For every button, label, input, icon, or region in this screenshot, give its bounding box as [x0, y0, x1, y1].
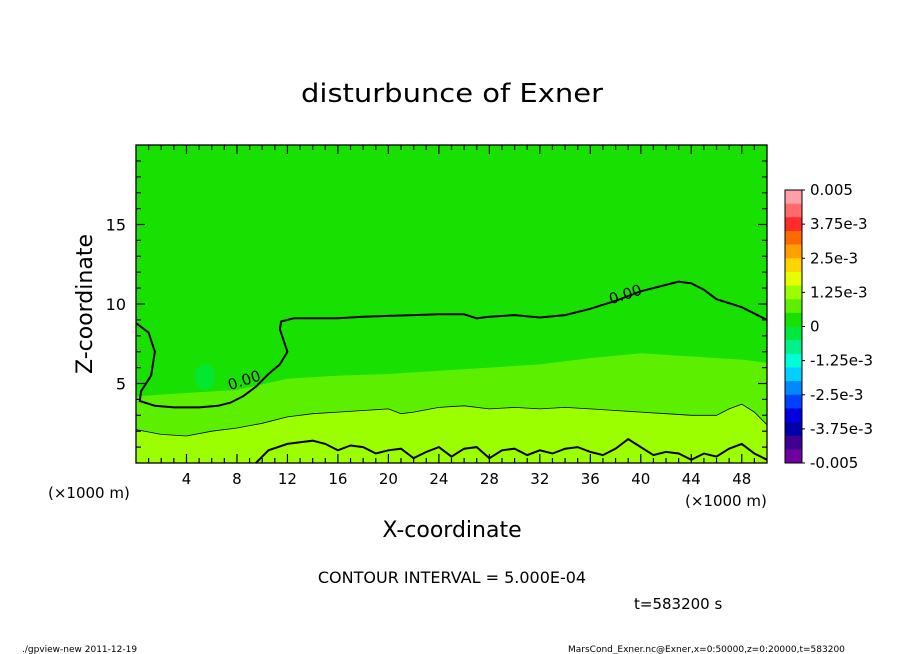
x-tick-label: 36 — [581, 470, 600, 488]
thin-contour-line — [135, 403, 768, 437]
x-axis-label: X-coordinate — [382, 518, 521, 543]
colorbar-label: 3.75e-3 — [810, 215, 868, 233]
colorbar-swatch — [785, 449, 802, 464]
footer-right: MarsCond_Exner.nc@Exner,x=0:50000,z=0:20… — [568, 645, 845, 654]
colorbar-label: -1.25e-3 — [810, 352, 873, 370]
colorbar-swatch — [785, 258, 802, 273]
colorbar-swatch — [785, 285, 802, 300]
x-tick-label: 40 — [631, 470, 650, 488]
contour-interval: CONTOUR INTERVAL = 5.000E-04 — [318, 568, 586, 587]
colorbar-swatch — [785, 217, 802, 232]
y-tick-label: 15 — [106, 216, 126, 235]
colorbar-swatch — [785, 190, 802, 204]
colorbar-swatch — [785, 230, 802, 245]
y-axis-label: Z-coordinate — [73, 234, 98, 374]
zero-contour-upper — [135, 280, 768, 409]
colorbar-swatch — [785, 203, 802, 218]
colorbar-label: 0 — [810, 318, 820, 336]
colorbar-label: -2.5e-3 — [810, 386, 863, 404]
x-unit-left: (×1000 m) — [48, 484, 130, 502]
field-blob — [195, 364, 215, 390]
x-tick-label: 4 — [182, 470, 192, 488]
colorbar-swatch — [785, 353, 802, 368]
colorbar-swatch — [785, 408, 802, 423]
x-tick-label: 44 — [682, 470, 701, 488]
x-unit-right: (×1000 m) — [685, 492, 767, 510]
colorbar: 0.005 3.75e-3 2.5e-3 1.25e-3 0 -1.25e-3 -2.5e-… — [784, 181, 873, 472]
x-tick-label: 16 — [328, 470, 347, 488]
plot-area: 0.000.00 — [135, 144, 768, 464]
x-tick-label: 48 — [732, 470, 751, 488]
colorbar-swatch — [785, 367, 802, 382]
x-tick-label: 12 — [278, 470, 297, 488]
chart-title: disturbunce of Exner — [301, 79, 603, 109]
colorbar-label: 1.25e-3 — [810, 283, 868, 301]
colorbar-swatch — [785, 326, 802, 341]
colorbar-swatch — [785, 394, 802, 409]
footer-left: ./gpview-new 2011-12-19 — [22, 645, 137, 654]
field-bottom — [136, 404, 767, 463]
zero-contour-lower — [255, 437, 768, 464]
colorbar-label: -3.75e-3 — [810, 420, 873, 438]
x-tick-label: 8 — [232, 470, 242, 488]
colorbar-swatch — [785, 271, 802, 286]
time-label: t=583200 s — [634, 595, 722, 613]
colorbar-swatch — [785, 435, 802, 450]
colorbar-label: 2.5e-3 — [810, 249, 858, 267]
colorbar-label: -0.005 — [810, 454, 858, 472]
colorbar-swatch — [785, 244, 802, 259]
colorbar-swatch — [785, 340, 802, 355]
x-tick-label: 28 — [480, 470, 499, 488]
colorbar-swatch — [785, 299, 802, 314]
y-tick-label: 5 — [116, 375, 126, 394]
colorbar-swatch — [785, 312, 802, 327]
colorbar-swatch — [785, 381, 802, 396]
x-tick-label: 24 — [429, 470, 448, 488]
x-tick-label: 32 — [530, 470, 549, 488]
colorbar-label: 0.005 — [810, 181, 853, 199]
y-tick-label: 10 — [106, 295, 126, 314]
colorbar-swatch — [785, 422, 802, 436]
x-tick-label: 20 — [379, 470, 398, 488]
